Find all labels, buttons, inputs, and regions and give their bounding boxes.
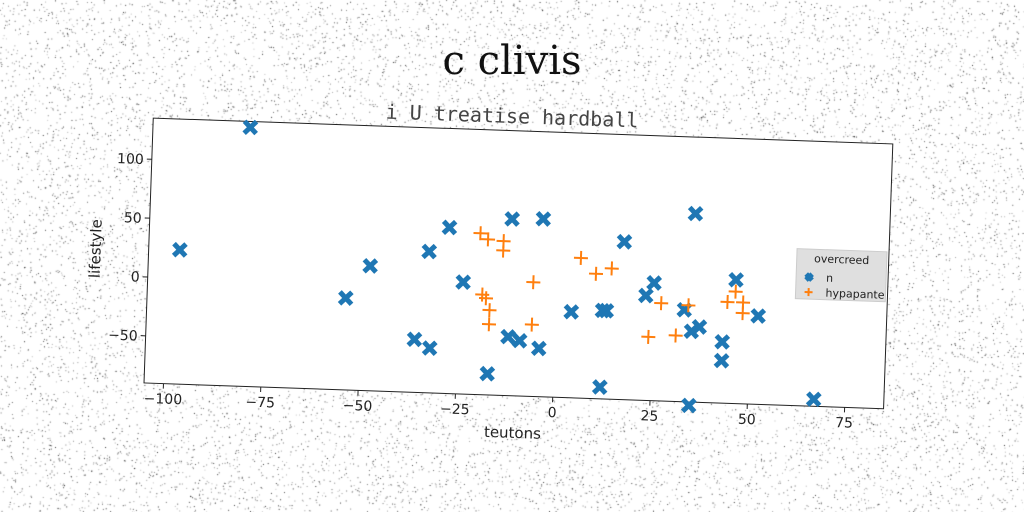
data-point-n xyxy=(362,258,379,274)
data-point-n xyxy=(421,340,438,357)
chart-title: c clivis xyxy=(442,38,582,84)
data-point-n xyxy=(713,352,730,369)
legend-label-n: n xyxy=(826,272,833,285)
data-point-hypapante xyxy=(720,294,735,309)
data-point-n xyxy=(171,241,188,258)
data-point-n xyxy=(637,287,654,304)
data-point-n xyxy=(680,397,697,414)
data-point-n xyxy=(728,271,744,288)
data-point-hypapante xyxy=(482,303,497,318)
data-point-n xyxy=(421,243,438,260)
data-point-hypapante xyxy=(481,232,496,247)
data-point-hypapante xyxy=(473,226,488,241)
data-point-hypapante xyxy=(604,261,619,276)
data-points xyxy=(171,119,822,414)
data-point-n xyxy=(598,302,615,319)
x-tick-label: −25 xyxy=(440,401,470,418)
data-point-n xyxy=(591,379,608,395)
data-point-n xyxy=(687,205,704,222)
scatter-chart: −100 −75 −50 −25 0 25 50 75 −50 0 50 100 teutons li… xyxy=(86,117,894,443)
data-point-n xyxy=(504,211,521,227)
data-point-hypapante xyxy=(526,275,541,290)
data-point-n xyxy=(594,302,611,319)
data-point-hypapante xyxy=(588,266,604,281)
data-point-n xyxy=(500,328,516,345)
data-point-n xyxy=(563,303,580,320)
data-point-hypapante xyxy=(481,317,497,332)
data-point-n xyxy=(805,391,822,408)
data-point-hypapante xyxy=(728,284,743,299)
data-point-n xyxy=(646,274,663,291)
data-point-n xyxy=(750,308,767,324)
data-point-n xyxy=(406,331,423,348)
legend-marker-n xyxy=(804,272,814,282)
y-tick-label: 100 xyxy=(117,151,144,168)
x-tick-label: 0 xyxy=(547,405,556,421)
x-axis-label: teutons xyxy=(484,423,542,443)
legend-title: overcreed xyxy=(814,252,870,267)
data-point-n xyxy=(511,332,528,349)
axis-ticks: −100 −75 −50 −25 0 25 50 75 −50 0 50 100 xyxy=(108,151,853,432)
y-axis-label: lifestyle xyxy=(86,219,106,278)
data-point-hypapante xyxy=(654,296,669,311)
data-point-n xyxy=(479,365,496,382)
y-tick-label: 0 xyxy=(130,269,139,285)
x-tick-label: 25 xyxy=(640,408,658,425)
y-tick-label: 50 xyxy=(124,210,142,227)
data-point-n xyxy=(337,290,354,306)
legend-label-hypapante: hypapante xyxy=(825,287,885,302)
data-point-n xyxy=(530,340,547,357)
legend: overcreed n hypapante xyxy=(794,248,888,303)
legend-marker-hypapante xyxy=(804,288,813,297)
data-point-hypapante xyxy=(735,306,750,321)
data-point-n xyxy=(691,319,708,335)
data-point-n xyxy=(714,333,731,350)
plot-area-frame xyxy=(143,117,894,410)
x-tick-label: −50 xyxy=(342,398,372,415)
data-point-hypapante xyxy=(668,328,683,343)
data-point-hypapante xyxy=(524,317,539,332)
x-tick-label: −100 xyxy=(143,391,182,408)
data-point-hypapante xyxy=(478,291,494,306)
x-tick-label: −75 xyxy=(245,395,275,412)
data-point-hypapante xyxy=(681,298,696,313)
data-point-n xyxy=(455,274,472,291)
data-point-n xyxy=(441,219,458,236)
x-tick-label: 50 xyxy=(738,412,756,429)
data-point-hypapante xyxy=(641,329,656,344)
y-tick-label: −50 xyxy=(108,328,138,345)
data-point-hypapante xyxy=(496,243,511,258)
x-tick-label: 75 xyxy=(835,415,853,432)
data-point-n xyxy=(616,233,633,250)
legend-box xyxy=(794,248,888,303)
data-point-n xyxy=(535,211,552,227)
data-point-hypapante xyxy=(573,250,588,265)
data-point-n xyxy=(242,119,259,136)
